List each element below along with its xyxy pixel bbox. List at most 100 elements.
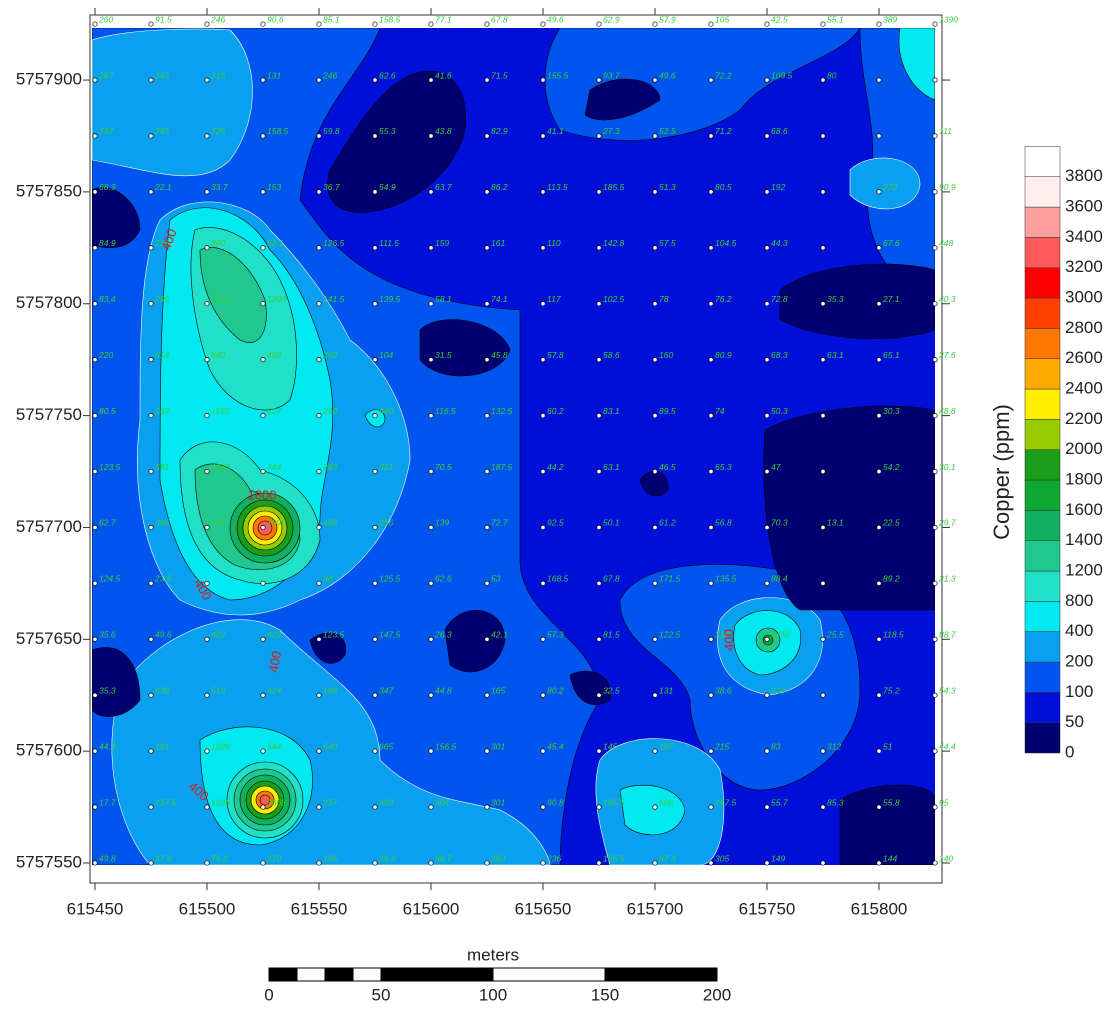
sample-label: 456	[323, 518, 337, 528]
sample-label: 44.3	[771, 238, 788, 248]
sample-point	[204, 21, 210, 27]
sample-label: 62.6	[379, 70, 396, 80]
sample-label: 95	[939, 797, 949, 807]
sample-label: 105.5	[603, 853, 625, 863]
sample-point	[764, 133, 770, 139]
sample-point	[428, 636, 434, 642]
sample-point	[708, 77, 714, 83]
contour-band	[619, 784, 686, 836]
sample-point	[540, 21, 546, 27]
sample-point	[316, 692, 322, 698]
sample-label: 123.5	[99, 462, 121, 472]
sample-label: 83.1	[603, 406, 620, 416]
sample-point	[92, 804, 98, 810]
sample-label: 422	[211, 630, 225, 640]
sample-point	[540, 524, 546, 531]
sample-point	[92, 357, 98, 363]
sample-point	[708, 357, 714, 363]
sample-point	[932, 468, 938, 475]
sample-label: 91.5	[155, 14, 172, 24]
sample-label: 147.5	[715, 797, 737, 807]
sample-label: 65.1	[883, 350, 900, 360]
sample-label: 124.5	[99, 574, 121, 584]
x-tick-label: 615550	[291, 899, 348, 918]
sample-point	[764, 245, 770, 251]
sample-label: 262	[154, 406, 169, 416]
contour-band	[92, 70, 935, 865]
sample-label: 57.5	[659, 238, 676, 248]
sample-label: 47	[771, 462, 781, 472]
sample-point	[764, 21, 770, 27]
sample-label: 62.6	[435, 574, 452, 584]
sample-point	[764, 860, 770, 866]
sample-point	[764, 692, 770, 698]
sample-label: 540	[323, 741, 337, 751]
sample-label: 13.1	[827, 518, 844, 528]
sample-point	[764, 524, 770, 531]
y-tick-label: 5757600	[16, 741, 82, 760]
sample-point	[428, 692, 434, 698]
sample-label: 37.9	[155, 853, 172, 863]
sample-point	[428, 21, 434, 27]
sample-point	[260, 77, 266, 83]
sample-label: 22.5	[882, 518, 900, 528]
colorbar-band	[1024, 570, 1061, 602]
sample-point	[316, 413, 322, 419]
sample-label: 135.5	[715, 574, 737, 584]
sample-point	[764, 748, 770, 754]
sample-label: 75.2	[211, 853, 228, 863]
sample-label: 450	[267, 350, 281, 360]
sample-point	[372, 77, 378, 83]
sample-label: 76.2	[715, 294, 732, 304]
sample-label: 58.1	[435, 294, 452, 304]
sample-label: 80.5	[99, 406, 116, 416]
scale-bar-label: 100	[479, 985, 507, 1004]
colorbar-band	[1024, 631, 1061, 663]
sample-label: 187	[659, 741, 673, 751]
sample-point	[316, 748, 322, 754]
sample-point	[876, 636, 882, 642]
sample-label: 88.4	[771, 574, 788, 584]
sample-label: 144	[883, 853, 897, 863]
colorbar-band	[1024, 661, 1061, 693]
sample-point	[316, 860, 322, 866]
sample-label: 390	[211, 238, 225, 248]
sample-label: 105	[323, 853, 337, 863]
sample-label: 158.5	[267, 126, 289, 136]
colorbar-band	[1024, 692, 1061, 723]
sample-point	[820, 413, 826, 419]
sample-label: 109.5	[771, 70, 793, 80]
sample-point	[428, 189, 434, 195]
sample-label: 51	[883, 741, 893, 751]
sample-point	[484, 357, 490, 363]
colorbar-label: 2600	[1065, 348, 1103, 367]
sample-point	[820, 189, 826, 195]
sample-point	[372, 748, 378, 754]
sample-point	[596, 748, 602, 754]
sample-point	[92, 636, 98, 642]
sample-label: 55.3	[379, 126, 396, 136]
sample-label: 92.5	[547, 518, 564, 528]
sample-point	[820, 245, 826, 251]
sample-label: 27.6	[938, 350, 956, 360]
sample-label: 75.2	[883, 685, 900, 695]
scale-bar-title: meters	[467, 945, 519, 964]
sample-label: 321	[379, 462, 393, 472]
sample-label: 50.3	[771, 406, 788, 416]
sample-label: 72.8	[771, 294, 788, 304]
sample-point	[652, 133, 658, 139]
sample-point	[876, 245, 882, 251]
sample-point	[260, 748, 266, 754]
scale-bar-label: 0	[264, 985, 273, 1004]
colorbar-label: 1600	[1065, 500, 1103, 519]
sample-point	[596, 357, 602, 363]
contour-band	[364, 409, 386, 428]
sample-point	[708, 692, 714, 698]
sample-label: 77.1	[435, 14, 452, 24]
scale-bar-segment	[324, 967, 354, 982]
sample-label: 688	[211, 518, 225, 528]
sample-label: 145	[603, 741, 617, 751]
sample-point	[260, 860, 266, 866]
sample-label: 74	[715, 406, 725, 416]
sample-point	[652, 21, 658, 27]
